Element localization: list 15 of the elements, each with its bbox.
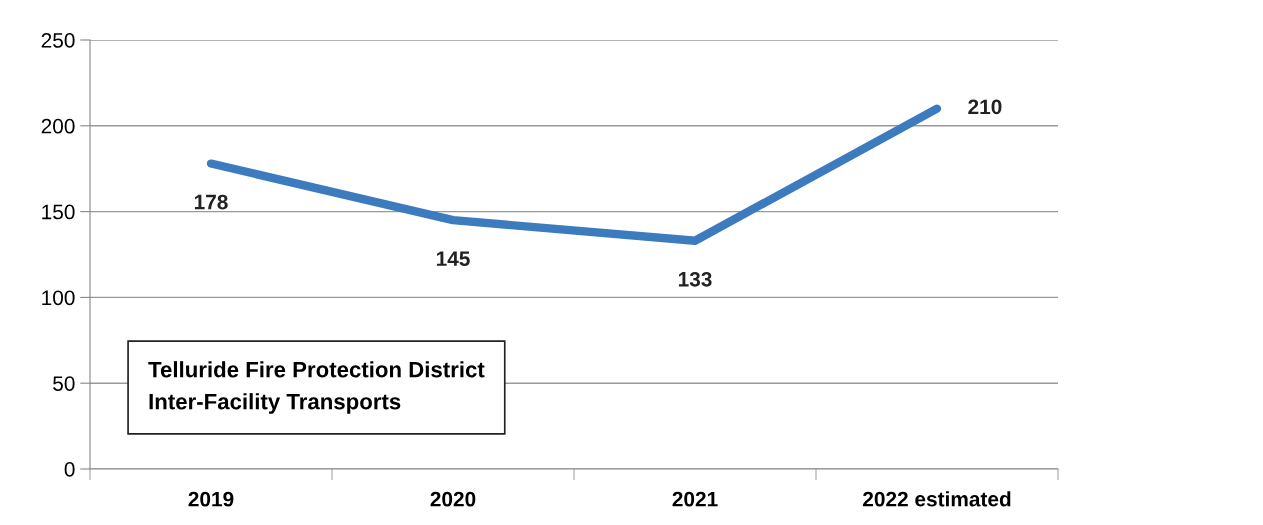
x-tick-label: 2019	[188, 491, 234, 507]
y-tick-label: 250	[41, 33, 75, 48]
data-label: 145	[436, 251, 470, 267]
data-label: 210	[968, 99, 1002, 115]
x-tick-label: 2021	[672, 491, 718, 507]
y-tick-label: 200	[41, 118, 75, 134]
y-tick-label: 150	[42, 204, 75, 220]
y-tick-label: 100	[42, 290, 75, 306]
y-tick-label: 50	[53, 376, 75, 391]
y-tick-label: 0	[64, 462, 75, 477]
x-tick-label: 2020	[430, 491, 476, 507]
data-label: 178	[194, 194, 228, 210]
x-tick-label: 2022 estimated	[863, 491, 1011, 507]
text: Telluride Fire Protection District Inter-Facility Transports	[148, 361, 485, 414]
data-label: 133	[678, 271, 712, 287]
